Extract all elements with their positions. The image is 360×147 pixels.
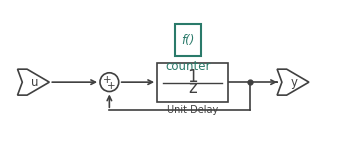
Text: y: y [291, 76, 298, 89]
FancyBboxPatch shape [157, 63, 228, 102]
Text: +: + [103, 75, 111, 85]
Text: 1: 1 [187, 68, 198, 86]
Text: f(): f() [181, 34, 195, 47]
Text: +: + [107, 81, 115, 91]
Polygon shape [277, 69, 309, 95]
Polygon shape [18, 69, 49, 95]
Text: z: z [188, 79, 197, 97]
Text: Unit Delay: Unit Delay [167, 105, 218, 115]
Text: u: u [31, 76, 39, 89]
FancyBboxPatch shape [175, 24, 201, 56]
Circle shape [100, 73, 119, 92]
Text: counter: counter [165, 60, 211, 73]
